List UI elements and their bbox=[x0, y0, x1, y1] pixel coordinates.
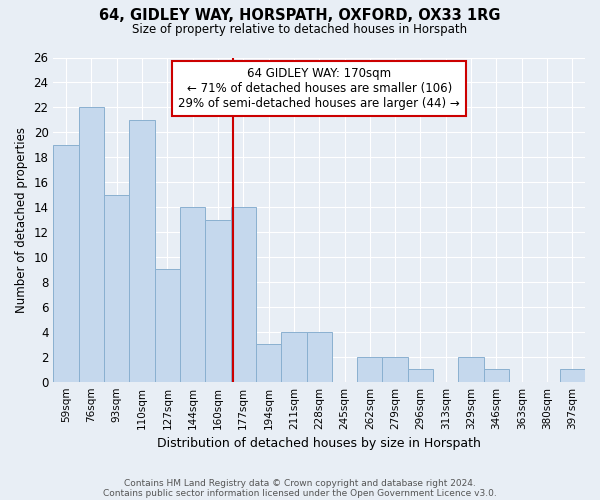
Bar bbox=[130, 120, 155, 382]
Bar bbox=[408, 369, 433, 382]
Bar bbox=[458, 356, 484, 382]
Bar bbox=[104, 194, 130, 382]
Bar bbox=[155, 270, 180, 382]
Text: 64, GIDLEY WAY, HORSPATH, OXFORD, OX33 1RG: 64, GIDLEY WAY, HORSPATH, OXFORD, OX33 1… bbox=[99, 8, 501, 22]
X-axis label: Distribution of detached houses by size in Horspath: Distribution of detached houses by size … bbox=[157, 437, 481, 450]
Bar bbox=[205, 220, 230, 382]
Bar bbox=[79, 108, 104, 382]
Bar bbox=[230, 207, 256, 382]
Text: Size of property relative to detached houses in Horspath: Size of property relative to detached ho… bbox=[133, 22, 467, 36]
Bar bbox=[256, 344, 281, 382]
Text: Contains public sector information licensed under the Open Government Licence v3: Contains public sector information licen… bbox=[103, 488, 497, 498]
Y-axis label: Number of detached properties: Number of detached properties bbox=[15, 126, 28, 312]
Bar bbox=[560, 369, 585, 382]
Text: 64 GIDLEY WAY: 170sqm
← 71% of detached houses are smaller (106)
29% of semi-det: 64 GIDLEY WAY: 170sqm ← 71% of detached … bbox=[178, 67, 460, 110]
Bar bbox=[484, 369, 509, 382]
Bar bbox=[53, 145, 79, 382]
Text: Contains HM Land Registry data © Crown copyright and database right 2024.: Contains HM Land Registry data © Crown c… bbox=[124, 478, 476, 488]
Bar bbox=[307, 332, 332, 382]
Bar bbox=[382, 356, 408, 382]
Bar bbox=[180, 207, 205, 382]
Bar bbox=[281, 332, 307, 382]
Bar bbox=[357, 356, 382, 382]
